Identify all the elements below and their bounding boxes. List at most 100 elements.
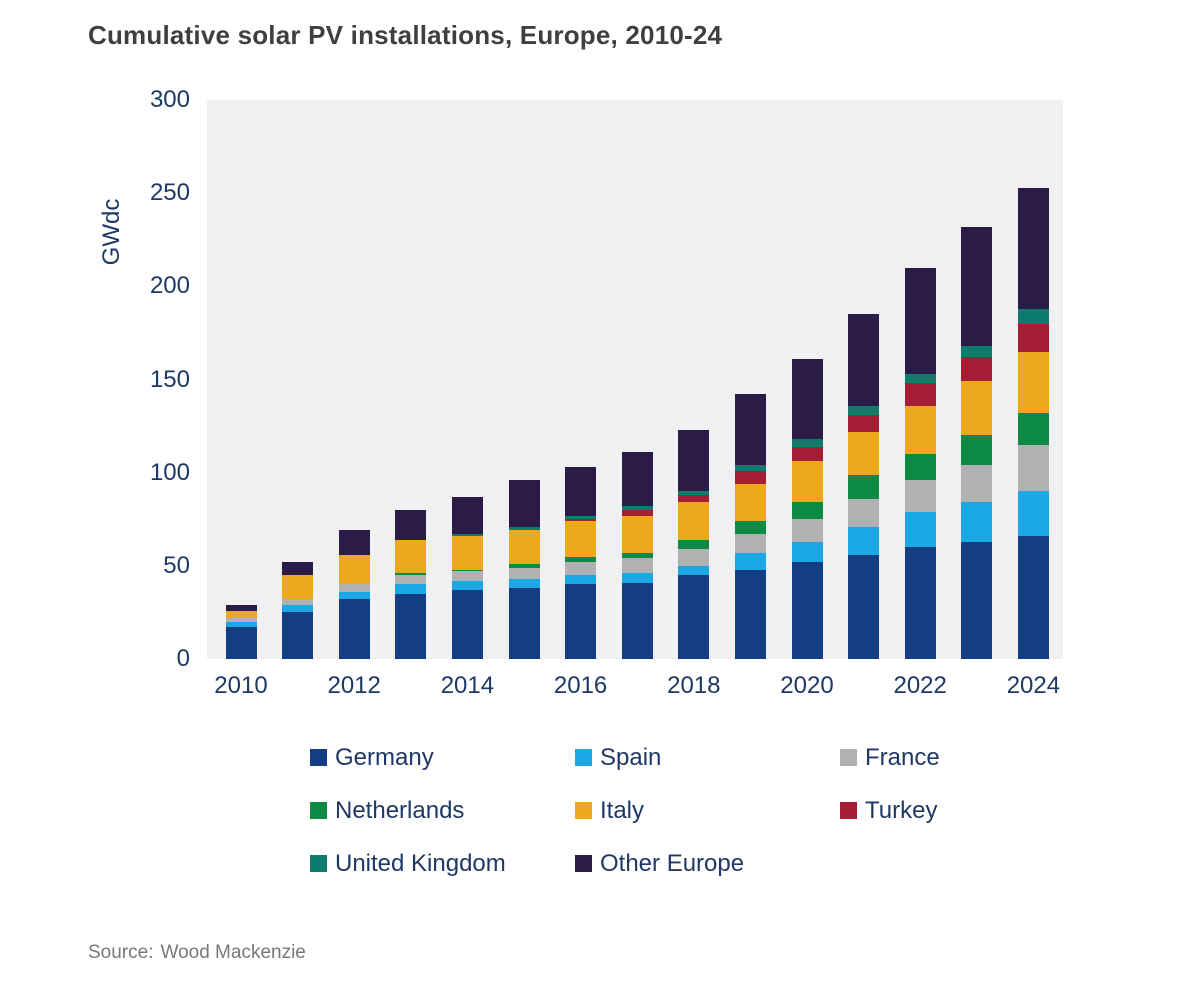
legend-swatch-icon bbox=[310, 749, 327, 766]
bar-2013-germany bbox=[395, 593, 427, 659]
bar-2017-netherlands bbox=[621, 552, 653, 559]
bar-2016-united-kingdom bbox=[565, 515, 597, 520]
x-tick-2012: 2012 bbox=[327, 672, 381, 699]
legend-label: United Kingdom bbox=[335, 850, 506, 877]
bar-2016-italy bbox=[565, 521, 597, 557]
bar-2022-united-kingdom bbox=[904, 373, 936, 384]
bar-2018-united-kingdom bbox=[678, 491, 710, 496]
bar-2024-germany bbox=[1017, 536, 1049, 659]
y-tick-250: 250 bbox=[149, 179, 190, 207]
bar-2017-united-kingdom bbox=[621, 506, 653, 510]
bar-2014-germany bbox=[451, 590, 483, 659]
x-tick-2018: 2018 bbox=[667, 672, 721, 699]
source-note: Source: Wood Mackenzie bbox=[88, 942, 306, 964]
bar-2018-other-europe bbox=[678, 429, 710, 492]
bar-2022-spain bbox=[904, 511, 936, 548]
bar-2024-netherlands bbox=[1017, 413, 1049, 445]
y-tick-150: 150 bbox=[149, 365, 190, 393]
bar-2013-other-europe bbox=[395, 509, 427, 540]
bar-2017-germany bbox=[621, 582, 653, 659]
x-tick-2022: 2022 bbox=[893, 672, 947, 699]
bar-2019-other-europe bbox=[734, 394, 766, 466]
bar-2018-turkey bbox=[678, 495, 710, 503]
bar-2015-netherlands bbox=[508, 563, 540, 568]
bar-2022-germany bbox=[904, 547, 936, 659]
bar-2019-italy bbox=[734, 483, 766, 522]
bar-2013-france bbox=[395, 575, 427, 585]
bar-2014-spain bbox=[451, 580, 483, 591]
legend-label: Turkey bbox=[865, 797, 938, 824]
bar-2016-france bbox=[565, 562, 597, 576]
bar-2010-other-europe bbox=[225, 604, 257, 611]
bar-2019-germany bbox=[734, 569, 766, 659]
chart-title: Cumulative solar PV installations, Europ… bbox=[88, 20, 723, 50]
bar-2022-netherlands bbox=[904, 454, 936, 481]
y-tick-100: 100 bbox=[149, 458, 190, 486]
bar-2013-netherlands bbox=[395, 573, 427, 576]
bar-2011-spain bbox=[282, 604, 314, 613]
bar-2024-france bbox=[1017, 444, 1049, 492]
bar-2017-spain bbox=[621, 573, 653, 583]
bar-2022-france bbox=[904, 480, 936, 512]
bar-2019-spain bbox=[734, 552, 766, 570]
bar-2017-other-europe bbox=[621, 452, 653, 507]
bar-2012-italy bbox=[338, 554, 370, 585]
bar-2013-italy bbox=[395, 539, 427, 574]
bar-2015-germany bbox=[508, 588, 540, 659]
bar-2016-netherlands bbox=[565, 556, 597, 563]
bar-2022-turkey bbox=[904, 383, 936, 406]
bar-2020-germany bbox=[791, 562, 823, 659]
bar-2019-france bbox=[734, 534, 766, 553]
bar-2010-spain bbox=[225, 621, 257, 628]
legend-swatch-icon bbox=[575, 855, 592, 872]
legend: Germany Spain France Netherlands Italy Turkey… bbox=[310, 744, 1010, 878]
source-value: Wood Mackenzie bbox=[160, 942, 306, 963]
bar-2015-france bbox=[508, 567, 540, 579]
legend-item-united-kingdom: United Kingdom bbox=[310, 850, 575, 878]
bar-2021-other-europe bbox=[848, 314, 880, 406]
bar-2021-germany bbox=[848, 554, 880, 659]
x-tick-2016: 2016 bbox=[553, 672, 608, 699]
bar-2021-netherlands bbox=[848, 474, 880, 499]
legend-item-italy: Italy bbox=[575, 797, 840, 825]
x-tick-2014: 2014 bbox=[440, 672, 495, 699]
bar-2012-france bbox=[338, 584, 370, 592]
bar-2020-other-europe bbox=[791, 359, 823, 440]
legend-swatch-icon bbox=[310, 802, 327, 819]
legend-swatch-icon bbox=[840, 749, 857, 766]
legend-label: Netherlands bbox=[335, 797, 465, 824]
legend-swatch-icon bbox=[575, 749, 592, 766]
bar-2016-turkey bbox=[565, 519, 597, 522]
bar-2022-italy bbox=[904, 405, 936, 455]
x-tick-2024: 2024 bbox=[1006, 672, 1061, 699]
bar-2018-france bbox=[678, 549, 710, 566]
bar-2017-france bbox=[621, 558, 653, 574]
bar-2020-france bbox=[791, 519, 823, 542]
bar-2021-france bbox=[848, 498, 880, 527]
y-tick-50: 50 bbox=[163, 551, 190, 579]
bar-2021-spain bbox=[848, 526, 880, 555]
legend-item-germany: Germany bbox=[310, 744, 575, 772]
bar-2016-germany bbox=[565, 584, 597, 659]
bar-2015-united-kingdom bbox=[508, 526, 540, 531]
bar-2021-turkey bbox=[848, 414, 880, 432]
legend-item-other-europe: Other Europe bbox=[575, 850, 840, 878]
bar-2020-italy bbox=[791, 461, 823, 503]
bar-2017-italy bbox=[621, 515, 653, 553]
bar-2014-netherlands bbox=[451, 569, 483, 572]
bar-2010-france bbox=[225, 618, 257, 622]
bar-2019-netherlands bbox=[734, 521, 766, 535]
bar-2019-turkey bbox=[734, 470, 766, 484]
bar-2023-netherlands bbox=[961, 435, 993, 466]
legend-swatch-icon bbox=[310, 855, 327, 872]
bar-2023-italy bbox=[961, 381, 993, 436]
bar-2020-netherlands bbox=[791, 502, 823, 520]
bar-2017-turkey bbox=[621, 509, 653, 516]
bar-2023-germany bbox=[961, 541, 993, 659]
bar-2012-other-europe bbox=[338, 530, 370, 555]
y-tick-300: 300 bbox=[149, 86, 190, 113]
bar-2016-other-europe bbox=[565, 467, 597, 516]
bar-2015-other-europe bbox=[508, 480, 540, 527]
y-tick-0: 0 bbox=[176, 645, 190, 672]
